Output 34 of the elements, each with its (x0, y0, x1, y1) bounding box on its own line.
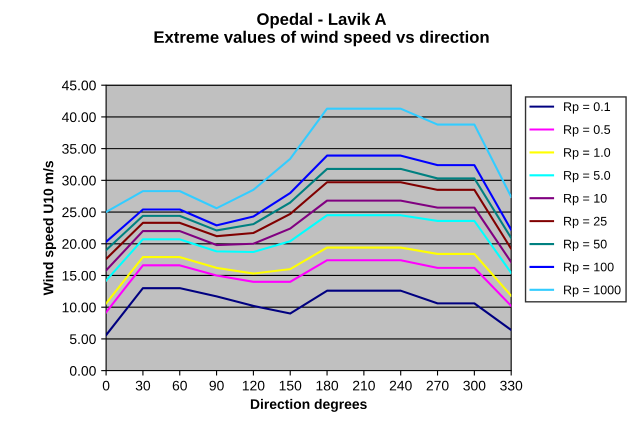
legend-label: Rp = 0.5 (564, 125, 610, 136)
legend-label: Rp = 0.1 (564, 102, 610, 114)
x-tick-label: 330 (500, 380, 522, 391)
y-tick-label: 30.00 (62, 176, 96, 186)
y-tick-label: 40.00 (62, 112, 96, 122)
legend-label: Rp = 1000 (564, 285, 621, 297)
legend-label: Rp = 10 (564, 194, 607, 206)
y-tick-label: 20.00 (62, 239, 96, 249)
y-axis-title: Wind speed U10 m/s (43, 161, 56, 296)
legend-label: Rp = 5.0 (564, 170, 610, 182)
y-tick-label: 25.00 (62, 207, 96, 218)
y-tick-label: 45.00 (62, 80, 96, 90)
y-tick-label: 10.00 (62, 302, 96, 312)
x-tick-label: 300 (463, 380, 486, 391)
x-tick-label: 150 (280, 380, 302, 391)
y-tick-label: 15.00 (62, 270, 96, 281)
x-tick-label: 0 (102, 380, 110, 391)
y-tick-label: 35.00 (62, 144, 96, 154)
chart-title: Opedal - Lavik A Extreme values of wind speed vs direction (154, 12, 489, 46)
x-tick-label: 120 (242, 380, 264, 391)
x-tick-label: 210 (352, 380, 375, 391)
x-axis-title: Direction degrees (250, 398, 367, 412)
y-tick-label: 0.00 (70, 366, 96, 376)
y-tick-label: 5.00 (70, 334, 96, 344)
x-tick-label: 30 (136, 380, 150, 391)
legend-label: Rp = 1.0 (564, 148, 610, 160)
legend-label: Rp = 100 (564, 262, 614, 274)
x-tick-label: 240 (390, 380, 412, 391)
legend-label: Rp = 50 (564, 240, 607, 251)
legend-label: Rp = 25 (564, 216, 607, 228)
x-tick-label: 90 (210, 380, 224, 391)
x-tick-label: 180 (316, 380, 338, 391)
x-tick-label: 60 (172, 380, 187, 391)
x-tick-label: 270 (426, 380, 449, 391)
